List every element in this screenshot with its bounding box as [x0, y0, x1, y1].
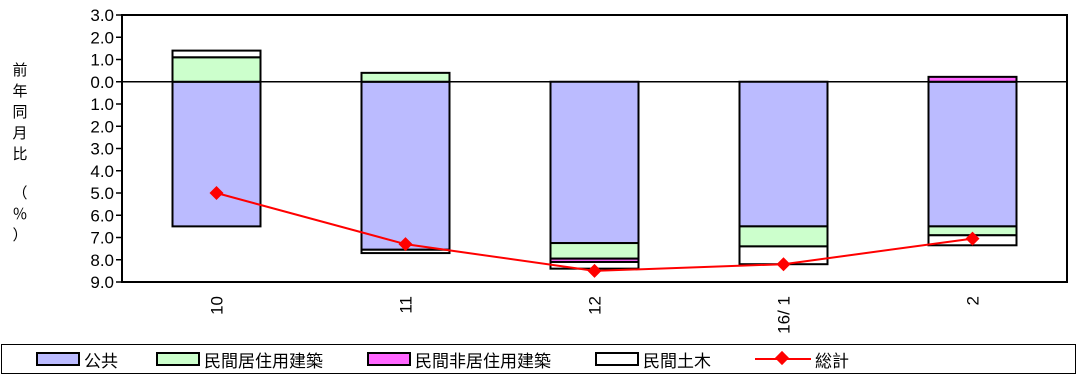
diamond-marker-icon: [774, 350, 790, 366]
y-tick-label: 9.0: [90, 273, 114, 292]
legend-line-total: [755, 349, 811, 369]
total-point: [587, 263, 602, 278]
legend-item-private-residential: 民間居住用建築: [156, 347, 323, 372]
y-axis-title-char: 同: [12, 103, 28, 121]
total-point: [209, 186, 224, 200]
y-axis-title: 前 年 同 月 比 （ ％ ）: [8, 60, 32, 246]
legend-swatch-public: [36, 352, 80, 366]
y-axis-title-char: 比: [12, 145, 28, 163]
legend-item-private-civil: 民間土木: [595, 347, 711, 372]
bar-segment-0: [927, 80, 1018, 228]
y-tick-label: 5.0: [90, 184, 114, 203]
y-tick-label: 4.0: [90, 162, 114, 181]
total-point: [776, 257, 791, 272]
y-axis-title-char: ％: [12, 205, 28, 223]
bar-segment-1: [360, 71, 451, 83]
legend-swatch-private-residential: [156, 352, 200, 366]
bar-segment-0: [549, 80, 640, 245]
y-tick-label: 0.0: [90, 73, 114, 92]
legend: 公共 民間居住用建築 民間非居住用建築 民間土木 総計: [1, 344, 1076, 374]
bar-segment-1: [738, 225, 829, 248]
y-axis-title-char: 年: [12, 82, 28, 100]
legend-label-private-residential: 民間居住用建築: [204, 351, 323, 372]
bar-segment-3: [171, 49, 262, 59]
bar-segment-1: [171, 56, 262, 83]
y-axis-title-char: 月: [12, 124, 28, 142]
y-tick-label: 8.0: [90, 251, 114, 270]
chart-plot: 3.0 2.0 1.0 0.0 1.0 2.0 3.0 4.0 5.0 6.0 7.0 8.0 9.0 1…: [90, 6, 1068, 334]
legend-label-private-civil: 民間土木: [643, 351, 711, 372]
x-tick-label: 16/ 1: [775, 296, 794, 334]
x-tick-label: 2: [964, 296, 983, 305]
total-point: [398, 237, 413, 252]
y-tick-label: 3.0: [90, 140, 114, 159]
legend-item-private-nonresidential: 民間非居住用建築: [367, 347, 551, 372]
x-tick-label: 10: [208, 296, 227, 315]
y-axis-title-char: 前: [12, 61, 28, 79]
legend-item-total: 総計: [755, 347, 849, 372]
legend-swatch-private-nonresidential: [367, 352, 411, 366]
y-tick-label: 2.0: [90, 28, 114, 47]
bar-segment-1: [549, 242, 640, 260]
x-tick-label: 11: [397, 296, 416, 314]
legend-swatch-private-civil: [595, 352, 639, 366]
legend-label-private-nonresidential: 民間非居住用建築: [415, 351, 551, 372]
y-axis-title-char: ）: [12, 226, 28, 244]
total-point: [965, 231, 980, 246]
bar-segment-0: [171, 80, 262, 228]
x-tick-label: 12: [586, 296, 605, 315]
bar-segment-0: [360, 80, 451, 251]
legend-label-total: 総計: [815, 351, 849, 372]
y-tick-label: 6.0: [90, 206, 114, 225]
legend-label-public: 公共: [84, 351, 118, 372]
bar-segment-0: [738, 80, 829, 228]
legend-item-public: 公共: [36, 347, 118, 372]
y-tick-label: 7.0: [90, 229, 114, 248]
y-tick-label: 1.0: [90, 51, 114, 70]
y-tick-label: 2.0: [90, 117, 114, 136]
y-axis-title-char: （: [12, 184, 28, 202]
y-tick-label: 3.0: [90, 6, 114, 25]
y-tick-label: 1.0: [90, 95, 114, 114]
